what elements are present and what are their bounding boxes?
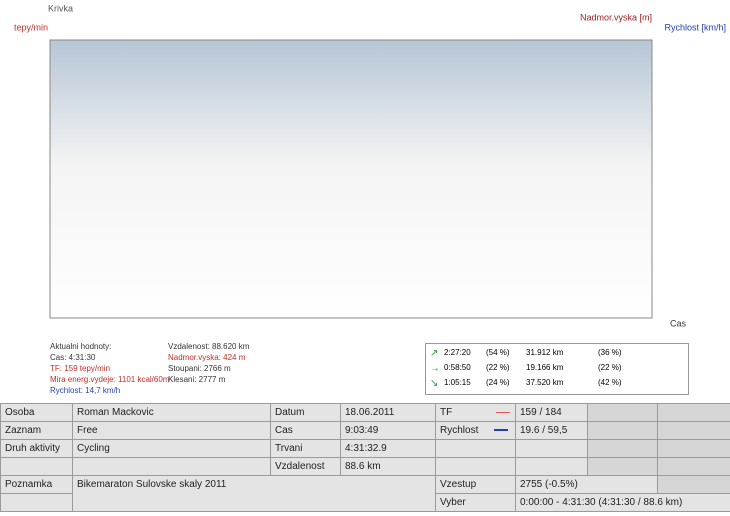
cell xyxy=(587,439,658,458)
label: Vzdalenost xyxy=(270,457,341,476)
info-descent: Klesani: 2777 m xyxy=(168,375,226,384)
details-table: Osoba Roman Mackovic Datum 18.06.2011 TF 159 … xyxy=(0,403,730,512)
label: Datum xyxy=(270,403,341,422)
label: Zaznam xyxy=(0,421,73,440)
y-axis-label: tepy/min xyxy=(14,22,48,32)
lap-time-pct: (22 %) xyxy=(486,363,510,372)
lap-dist-pct: (36 %) xyxy=(598,348,622,357)
value: 18.06.2011 xyxy=(340,403,436,422)
lap-row: ↗ 2:27:20 (54 %) 31.912 km (36 %) xyxy=(426,348,688,362)
lap-dist-pct: (42 %) xyxy=(598,378,622,387)
chart: Krivka tepy/min Nadmor.vyska [m] Rychlos… xyxy=(14,3,726,328)
lap-icon: ↗ xyxy=(430,348,439,359)
value: 4:31:32.9 xyxy=(340,439,436,458)
value: 0:00:00 - 4:31:30 (4:31:30 / 88.6 km) xyxy=(515,493,730,512)
label: Rychlost xyxy=(435,421,516,440)
value: 19.6 / 59,5 xyxy=(515,421,588,440)
cell xyxy=(435,457,516,476)
info-energy: Mira energ.vydeje: 1101 kcal/60m xyxy=(50,375,170,384)
lap-dist: 31.912 km xyxy=(526,348,564,357)
cell xyxy=(587,403,658,422)
y3-axis-label: Rychlost [km/h] xyxy=(664,22,726,32)
cell xyxy=(0,457,73,476)
lap-time: 0:58:50 xyxy=(444,363,471,372)
cell xyxy=(657,475,730,494)
info-speed: Rychlost: 14,7 km/h xyxy=(50,386,121,395)
lap-time-pct: (54 %) xyxy=(486,348,510,357)
cell xyxy=(657,439,730,458)
label: Osoba xyxy=(0,403,73,422)
cell xyxy=(657,421,730,440)
label: Druh aktivity xyxy=(0,439,73,458)
label: Vzestup xyxy=(435,475,516,494)
cell xyxy=(515,439,588,458)
swatch xyxy=(496,411,511,413)
cell xyxy=(657,403,730,422)
value: Free xyxy=(72,421,271,440)
info-heading: Aktualni hodnoty: xyxy=(50,342,112,351)
value: 9:03:49 xyxy=(340,421,436,440)
label: TF xyxy=(435,403,516,422)
plot-area xyxy=(49,39,653,319)
lap-dist: 19.166 km xyxy=(526,363,564,372)
lap-dist-pct: (22 %) xyxy=(598,363,622,372)
cell xyxy=(587,457,658,476)
cell xyxy=(435,439,516,458)
swatch xyxy=(494,429,509,432)
y2-axis-label: Nadmor.vyska [m] xyxy=(580,12,652,22)
value: Bikemaraton Sulovske skaly 2011 xyxy=(72,475,436,512)
value: 159 / 184 xyxy=(515,403,588,422)
info-distance: Vzdalenost: 88.620 km xyxy=(168,342,250,351)
lap-row: ↘ 1:05:15 (24 %) 37.520 km (42 %) xyxy=(426,378,688,392)
label: Trvani xyxy=(270,439,341,458)
lap-dist: 37.520 km xyxy=(526,378,564,387)
lap-icon: ↘ xyxy=(430,378,439,389)
x-axis-label: Cas xyxy=(670,318,687,328)
lap-time-pct: (24 %) xyxy=(486,378,510,387)
value: 88.6 km xyxy=(340,457,436,476)
cell xyxy=(72,457,271,476)
value: 2755 (-0.5%) xyxy=(515,475,658,494)
lap-time: 1:05:15 xyxy=(444,378,471,387)
label-text: Rychlost xyxy=(440,425,479,436)
label-text: TF xyxy=(440,407,453,418)
lap-box: ↗ 2:27:20 (54 %) 31.912 km (36 %) → 0:58:50 (22… xyxy=(425,343,689,395)
info-time: Cas: 4:31:30 xyxy=(50,353,96,362)
cell xyxy=(515,457,588,476)
lap-row: → 0:58:50 (22 %) 19.166 km (22 %) xyxy=(426,363,688,377)
value: Roman Mackovic xyxy=(72,403,271,422)
label: Vyber xyxy=(435,493,516,512)
cell xyxy=(0,493,73,512)
label: Poznamka xyxy=(0,475,73,494)
lap-time: 2:27:20 xyxy=(444,348,471,357)
cell xyxy=(657,457,730,476)
info-hr: TF: 159 tepy/min xyxy=(50,364,111,373)
info-panel: Aktualni hodnoty: Cas: 4:31:30 TF: 159 t… xyxy=(0,338,730,400)
value: Cycling xyxy=(72,439,271,458)
label: Cas xyxy=(270,421,341,440)
cell xyxy=(587,421,658,440)
lap-icon: → xyxy=(430,363,440,374)
info-altitude: Nadmor.vyska: 424 m xyxy=(168,353,246,362)
chart-title: Krivka xyxy=(48,3,73,13)
info-ascent: Stoupani: 2766 m xyxy=(168,364,231,373)
